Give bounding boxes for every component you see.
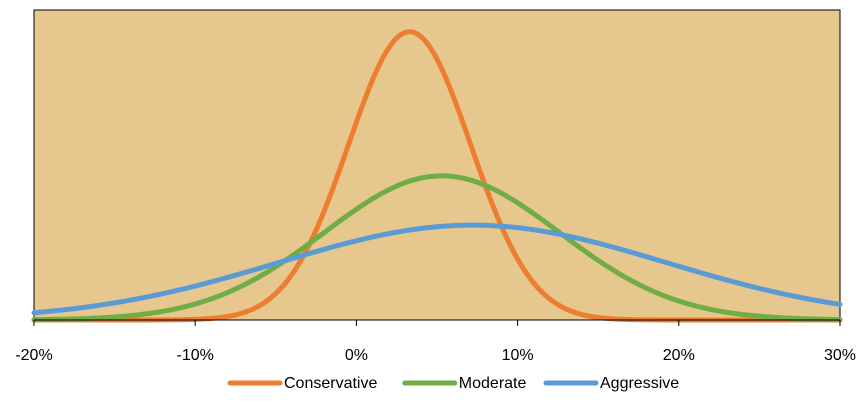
legend-label-conservative: Conservative — [284, 375, 377, 392]
x-axis-ticks: -20% -10% 0% 10% 20% 30% — [15, 320, 856, 364]
x-tick-label: -10% — [177, 347, 214, 364]
legend: Conservative Moderate Aggressive — [227, 375, 679, 392]
x-tick-label: 0% — [345, 347, 368, 364]
x-tick-label: 30% — [824, 347, 856, 364]
x-tick-label: 10% — [502, 347, 534, 364]
series-line-aggressive — [31, 222, 843, 316]
series-line-moderate — [31, 173, 843, 323]
x-tick-label: -20% — [15, 347, 52, 364]
x-tick-label: 20% — [663, 347, 695, 364]
legend-label-moderate: Moderate — [459, 375, 527, 392]
legend-label-aggressive: Aggressive — [600, 375, 679, 392]
